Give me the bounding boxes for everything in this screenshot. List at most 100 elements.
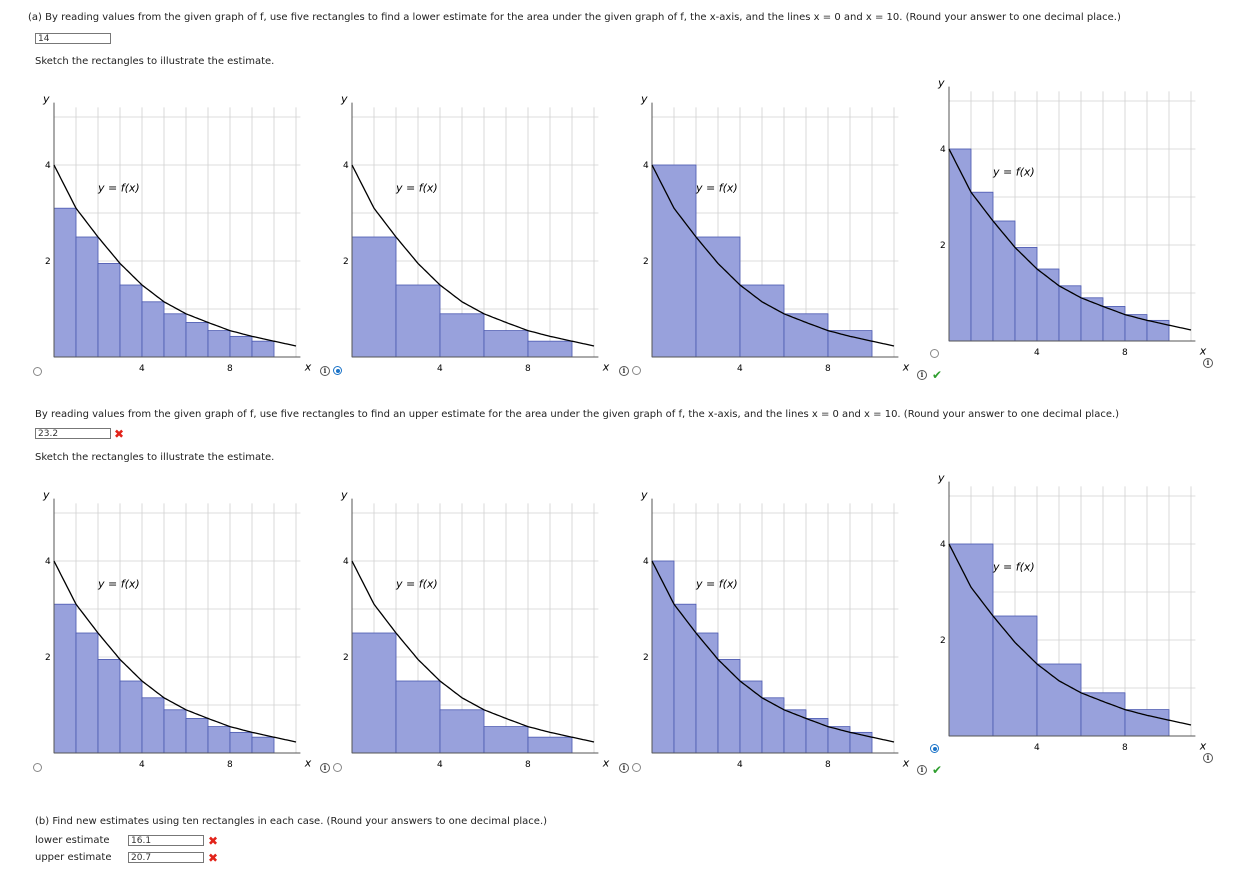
rectangle-bar (527, 340, 573, 358)
y-tick-label: 4 (343, 557, 349, 567)
option-radio-2[interactable] (333, 366, 342, 375)
rectangle-bar (970, 191, 994, 342)
question-a-lower: (a) By reading values from the given gra… (28, 12, 1121, 23)
rectangle-bar (717, 658, 741, 754)
function-curve (651, 560, 895, 743)
x-tick-label: 4 (139, 760, 145, 770)
y-axis-label: y (42, 93, 50, 106)
function-curve (53, 560, 297, 743)
rectangle-bar (97, 262, 121, 358)
rectangle-bar (75, 632, 99, 754)
function-label: y = f(x) (97, 181, 140, 194)
x-tick-label: 4 (1034, 743, 1040, 753)
incorrect-icon: ✖ (208, 851, 219, 865)
rectangle-bar (1102, 306, 1126, 342)
y-tick-label: 4 (643, 161, 649, 171)
option-radio-7[interactable] (632, 763, 641, 772)
rectangle-bar (827, 726, 851, 754)
x-axis-label: x (602, 361, 610, 374)
y-tick-label: 4 (940, 145, 946, 155)
rectangle-bar (1124, 314, 1148, 342)
rectangle-bar (119, 284, 143, 358)
option-radio-1[interactable] (33, 367, 42, 376)
info-icon[interactable]: i (619, 763, 629, 773)
rectangle-bar (439, 313, 485, 358)
x-tick-label: 8 (1122, 348, 1128, 358)
x-tick-label: 4 (737, 760, 743, 770)
info-icon[interactable]: i (320, 366, 330, 376)
info-icon[interactable]: i (320, 763, 330, 773)
info-icon[interactable]: i (917, 370, 927, 380)
question-a-upper: By reading values from the given graph o… (35, 409, 1120, 420)
y-tick-label: 2 (45, 653, 51, 663)
option-radio-5[interactable] (33, 763, 42, 772)
rectangle-bar (783, 709, 807, 754)
rectangle-bar (207, 330, 231, 358)
rectangle-bar (229, 335, 253, 358)
x-axis-label: x (902, 361, 910, 374)
ten-rect-upper-input[interactable]: 20.7 (128, 852, 204, 863)
y-tick-label: 4 (45, 557, 51, 567)
rectangle-bar (695, 632, 719, 754)
graph-panel-7: y x y = f(x) 4 8 2 4 (640, 489, 910, 770)
rectangle-bar (53, 207, 77, 358)
option-radio-6[interactable] (333, 763, 342, 772)
sketch-prompt-1: Sketch the rectangles to illustrate the … (35, 56, 275, 67)
correct-icon: ✔ (932, 368, 943, 382)
grid (352, 107, 599, 357)
rectangle-bar (395, 680, 441, 754)
rectangle-bar (992, 615, 1038, 737)
function-curve (351, 560, 595, 743)
upper-estimate-input[interactable]: 23.2 (35, 428, 111, 439)
option-radio-4[interactable] (930, 349, 939, 358)
rectangle-bar (75, 236, 99, 358)
lower-estimate-label: lower estimate (35, 835, 110, 846)
option-radio-8[interactable] (930, 744, 939, 753)
y-axis-label: y (340, 489, 348, 502)
y-tick-label: 2 (643, 653, 649, 663)
y-tick-label: 2 (343, 257, 349, 267)
info-icon[interactable]: i (1203, 753, 1213, 763)
graph-panel-1: y x y = f(x) 4 8 2 4 (42, 93, 312, 374)
lower-estimate-input[interactable]: 14 (35, 33, 111, 44)
rectangle-bar (827, 330, 873, 358)
y-axis-label: y (640, 489, 648, 502)
rectangle-bar (395, 284, 441, 358)
function-label: y = f(x) (992, 165, 1035, 178)
upper-estimate-label: upper estimate (35, 852, 112, 863)
rectangle-bar (739, 284, 785, 358)
function-curve (351, 164, 595, 347)
rectangle-bar (1080, 297, 1104, 342)
rectangle-bar (97, 658, 121, 754)
info-icon[interactable]: i (619, 366, 629, 376)
rectangle-bar (1014, 246, 1038, 342)
x-axis-label: x (1199, 740, 1207, 753)
rectangle-bar (119, 680, 143, 754)
x-axis-label: x (304, 361, 312, 374)
rectangle-bar (948, 148, 972, 342)
rectangle-bar (651, 164, 697, 358)
function-curve (948, 543, 1192, 726)
graph-panel-3: y x y = f(x) 4 8 2 4 (640, 93, 910, 374)
x-axis-label: x (902, 757, 910, 770)
rectangle-bar (483, 726, 529, 754)
function-curve (948, 148, 1192, 331)
graph-panel-5: y x y = f(x) 4 8 2 4 (42, 489, 312, 770)
ten-rect-lower-input[interactable]: 16.1 (128, 835, 204, 846)
x-tick-label: 8 (825, 760, 831, 770)
x-tick-label: 4 (437, 364, 443, 374)
rectangle-bar (1058, 285, 1082, 342)
x-tick-label: 8 (227, 364, 233, 374)
y-tick-label: 2 (45, 257, 51, 267)
rectangle-bar (351, 236, 397, 358)
info-icon[interactable]: i (1203, 358, 1213, 368)
x-tick-label: 8 (227, 760, 233, 770)
option-radio-3[interactable] (632, 366, 641, 375)
correct-icon: ✔ (932, 763, 943, 777)
function-label: y = f(x) (395, 577, 438, 590)
sketch-prompt-2: Sketch the rectangles to illustrate the … (35, 452, 275, 463)
y-axis-label: y (340, 93, 348, 106)
info-icon[interactable]: i (917, 765, 927, 775)
rectangle-bar (53, 603, 77, 754)
graph-panel-6: y x y = f(x) 4 8 2 4 (340, 489, 610, 770)
